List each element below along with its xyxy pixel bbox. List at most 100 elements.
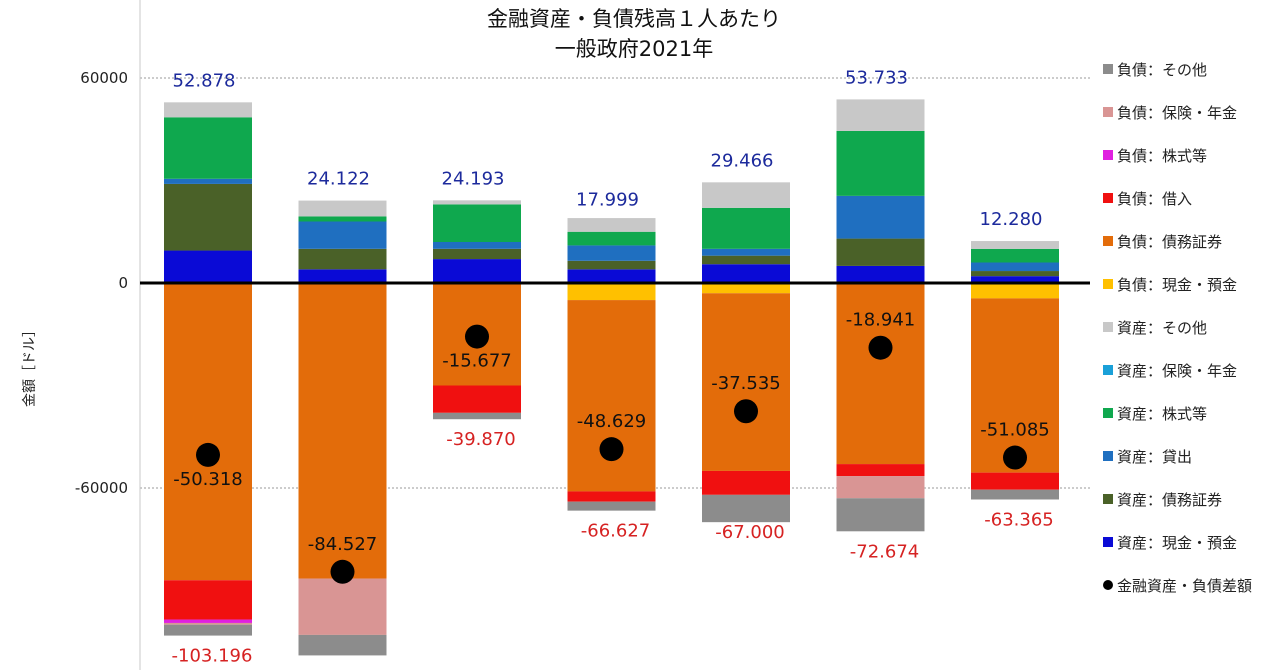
liability-total-label: -72.674	[850, 541, 919, 562]
asset-total-label: 24.122	[307, 169, 370, 190]
bar-segment	[702, 470, 790, 495]
bar-segment	[702, 494, 790, 523]
bar-segment	[298, 200, 387, 217]
bar-segment	[971, 241, 1059, 249]
legend-swatch	[1103, 408, 1113, 418]
liability-total-label: -39.870	[446, 429, 515, 450]
bar-segment	[567, 245, 656, 261]
bar-segment	[836, 130, 925, 196]
bar-segment	[433, 248, 521, 260]
bar-segment	[164, 250, 252, 283]
legend-marker	[1103, 580, 1113, 590]
bar-segment	[164, 624, 252, 636]
legend-label: 資産：保険・年金	[1117, 362, 1237, 380]
bar-segment	[164, 102, 252, 118]
bar-segment	[971, 472, 1059, 490]
legend-swatch	[1103, 279, 1113, 289]
legend-label: 負債：株式等	[1117, 147, 1207, 165]
liability-total-label: -67.000	[715, 522, 784, 543]
chart-title: 金融資産・負債残高１人あたり	[487, 7, 781, 31]
y-tick-label: 0	[118, 274, 128, 292]
bar-segment	[433, 242, 521, 249]
asset-total-label: 12.280	[980, 209, 1043, 230]
bar-segment	[298, 221, 387, 249]
legend-label: 資産：債務証券	[1117, 491, 1222, 509]
net-label: -15.677	[442, 351, 511, 372]
bar-segment	[164, 178, 252, 184]
bar-segment	[433, 204, 521, 242]
bar-segment	[702, 182, 790, 208]
bar-segment	[298, 216, 387, 222]
bar-segment	[433, 412, 521, 420]
legend-swatch	[1103, 494, 1113, 504]
legend-label: 金融資産・負債差額	[1117, 577, 1252, 595]
legend-swatch	[1103, 537, 1113, 547]
bar-segment	[836, 476, 925, 499]
y-tick-label: -60000	[75, 479, 128, 497]
bar-segment	[164, 183, 252, 251]
net-point	[465, 324, 489, 349]
legend-label: 資産：貸出	[1117, 448, 1192, 466]
bar-segment	[164, 283, 252, 581]
bar-segment	[971, 262, 1059, 272]
asset-total-label: 24.193	[442, 168, 505, 189]
net-label: -51.085	[980, 420, 1049, 441]
bar-segment	[567, 218, 656, 232]
bar-segment	[836, 99, 925, 131]
bar-segment	[567, 260, 656, 270]
bar-segment	[836, 464, 925, 477]
bar-segment	[567, 501, 656, 511]
legend-swatch	[1103, 365, 1113, 375]
legend-label: 負債：債務証券	[1117, 233, 1222, 251]
bar-segment	[971, 248, 1059, 263]
bar-segment	[836, 195, 925, 239]
asset-total-label: 29.466	[711, 150, 774, 171]
bar-segment	[164, 619, 252, 623]
bar-segment	[702, 283, 790, 294]
bar-segment	[971, 298, 1059, 473]
bar-segment	[702, 255, 790, 265]
bar-segment	[567, 269, 656, 283]
bar-segment	[298, 248, 387, 270]
net-label: -18.941	[846, 310, 915, 331]
bar-segment	[567, 300, 656, 492]
bar-segment	[836, 498, 925, 532]
bar-segment	[298, 269, 387, 283]
net-point	[734, 399, 758, 424]
bar-segment	[702, 207, 790, 249]
bar-segment	[433, 200, 521, 205]
bar-segment	[971, 489, 1059, 500]
bar-segment	[164, 580, 252, 620]
legend-swatch	[1103, 322, 1113, 332]
bar-segment	[164, 622, 252, 625]
net-point	[196, 442, 220, 467]
y-axis-label: 金額［ドル］	[22, 323, 38, 407]
net-point	[1003, 445, 1027, 470]
legend-label: 資産：現金・預金	[1117, 534, 1237, 552]
bar-segment	[836, 283, 925, 465]
bar-segment	[433, 259, 521, 283]
legend-label: 負債：借入	[1117, 190, 1192, 208]
bar-segment	[971, 276, 1059, 283]
bar-segment	[298, 634, 387, 656]
net-point	[868, 335, 893, 360]
legend-swatch	[1103, 236, 1113, 246]
legend-swatch	[1103, 64, 1113, 74]
legend-swatch	[1103, 193, 1113, 203]
net-point	[330, 559, 355, 584]
bar-segment	[567, 231, 656, 246]
legend-swatch	[1103, 107, 1113, 117]
bar-segment	[164, 117, 252, 179]
bar-segment	[702, 264, 790, 283]
bar-segment	[298, 283, 387, 579]
bar-segment	[567, 283, 656, 301]
net-point	[599, 437, 624, 462]
liability-total-label: -66.627	[581, 521, 650, 542]
y-tick-label: 60000	[80, 69, 128, 87]
asset-total-label: 52.878	[173, 70, 236, 91]
legend-label: 負債：現金・預金	[1117, 276, 1237, 294]
asset-total-label: 17.999	[576, 190, 639, 211]
legend-swatch	[1103, 451, 1113, 461]
bar-segment	[836, 265, 925, 283]
